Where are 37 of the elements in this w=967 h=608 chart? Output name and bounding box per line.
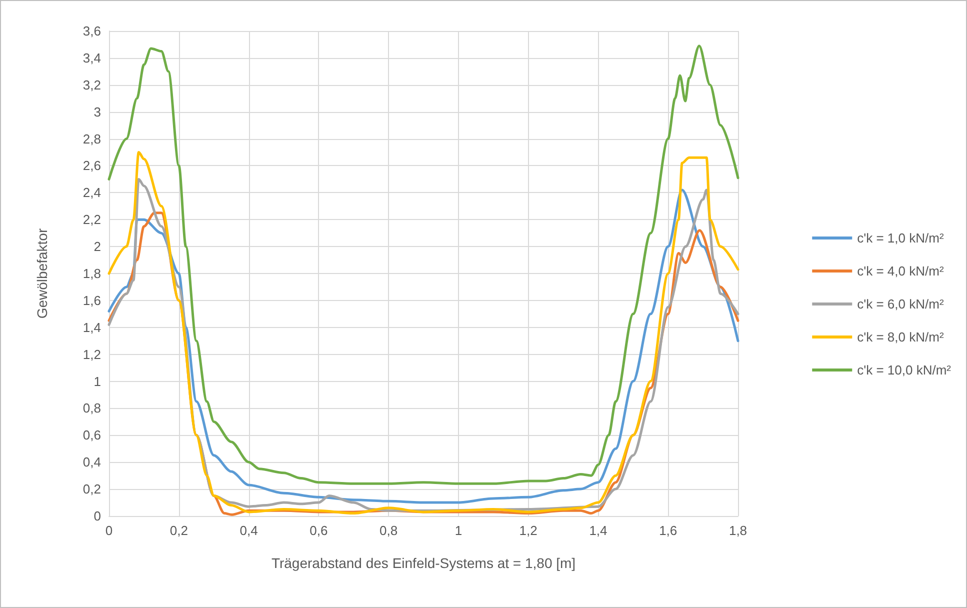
line-series — [108, 44, 740, 485]
legend-label: c'k = 10,0 kN/m² — [857, 362, 952, 378]
x-axis-title: Trägerabstand des Einfeld-Systems at = 1,80 [m] — [271, 555, 576, 571]
y-tick-label: 2,6 — [82, 158, 101, 174]
y-tick-label: 2 — [94, 239, 101, 254]
legend-label: c'k = 6,0 kN/m² — [857, 296, 944, 312]
y-tick-label: 0,6 — [82, 428, 101, 443]
y-tick-label: 2,4 — [82, 185, 101, 200]
y-tick-label: 1,8 — [82, 266, 101, 281]
legend-label: c'k = 4,0 kN/m² — [857, 264, 944, 278]
y-tick-label: 1 — [94, 374, 101, 389]
legend-label: c'k = 1,0 kN/m² — [857, 230, 944, 246]
x-tick-label: 0,8 — [380, 523, 398, 538]
y-tick-label: 2,8 — [82, 131, 101, 146]
y-tick-label: 0,8 — [82, 400, 101, 416]
x-tick-label: 1,4 — [589, 523, 608, 538]
y-tick-label: 0,4 — [82, 454, 101, 470]
y-tick-label: 3,6 — [82, 24, 101, 38]
x-tick-label: 0,2 — [170, 523, 188, 538]
y-tick-label: 3,2 — [82, 77, 101, 92]
y-tick-label: 1,2 — [82, 346, 101, 362]
x-tick-label: 0 — [105, 523, 113, 538]
y-tick-label: 0 — [94, 508, 101, 524]
y-axis-title: Gewölbefaktor — [34, 228, 50, 319]
x-tick-label: 1,8 — [728, 523, 748, 538]
y-tick-label: 3,4 — [82, 50, 101, 66]
x-tick-label: 1,6 — [659, 523, 678, 538]
x-tick-label: 1,2 — [519, 523, 538, 538]
y-tick-label: 0,2 — [82, 482, 101, 497]
x-tick-label: 0,4 — [240, 523, 258, 538]
y-tick-label: 1,4 — [82, 320, 101, 335]
x-tick-label: 0,6 — [310, 523, 328, 538]
x-tick-label: 1 — [454, 523, 462, 538]
legend-label: c'k = 8,0 kN/m² — [857, 330, 944, 344]
y-tick-label: 3 — [94, 104, 101, 120]
y-tick-label: 1,6 — [82, 292, 101, 308]
y-tick-label: 2,2 — [82, 212, 101, 228]
